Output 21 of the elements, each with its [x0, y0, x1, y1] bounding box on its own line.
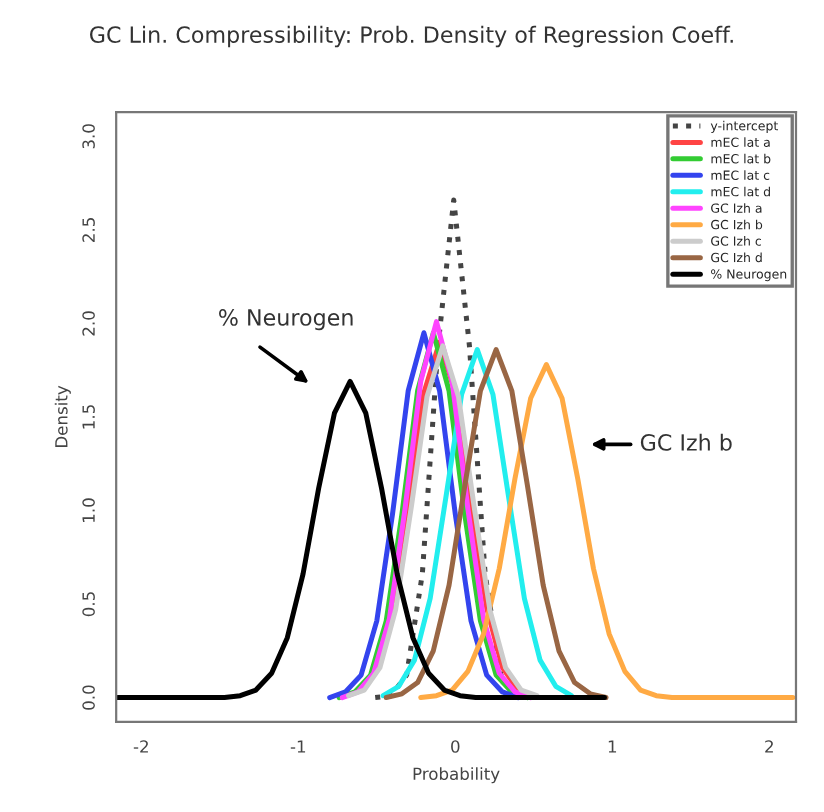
- annotation: GC Izh b: [640, 433, 732, 451]
- line-series: [116, 378, 607, 701]
- line-series: [418, 362, 796, 701]
- line-series: [383, 347, 609, 701]
- x-tick-label: 0: [451, 740, 460, 753]
- y-tick-label: 0.0: [82, 685, 95, 710]
- y-tick-label: 0.5: [82, 592, 95, 617]
- annotation: % Neurogen: [219, 309, 353, 331]
- x-tick-label: 2: [765, 740, 773, 753]
- chart-title: GC Lin. Compressibility: Prob. Density of Regression Coeff.: [90, 25, 733, 48]
- x-tick-label: 1: [608, 740, 617, 753]
- line-series: [380, 347, 574, 699]
- y-axis-title: Density: [54, 385, 71, 448]
- y-tick-label: 1.0: [82, 498, 95, 522]
- y-tick-label: 1.5: [82, 405, 95, 429]
- x-tick-label: -2: [133, 740, 148, 753]
- y-tick-label: 2.5: [82, 218, 95, 242]
- y-tick-label: 3.0: [82, 124, 95, 149]
- y-tick-label: 2.0: [82, 311, 95, 336]
- x-axis-title: Probability: [413, 767, 500, 784]
- x-tick-label: -1: [290, 740, 306, 753]
